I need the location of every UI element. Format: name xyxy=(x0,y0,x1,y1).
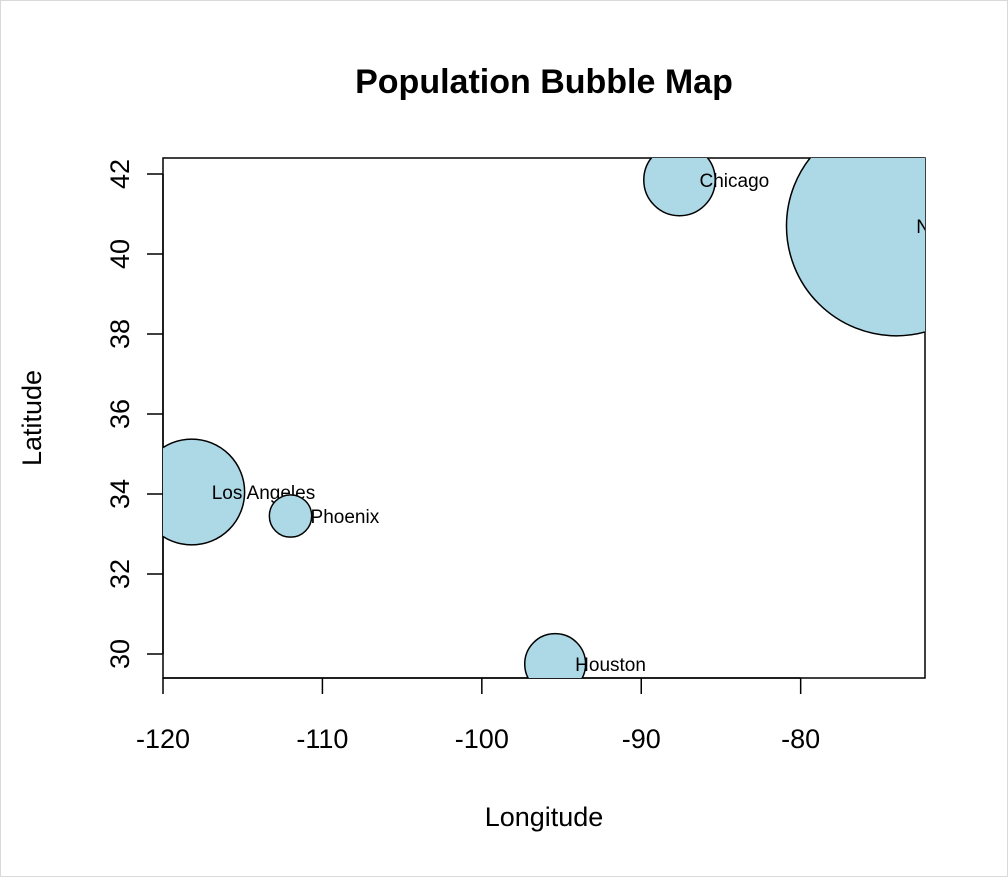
bubble-label: Phoenix xyxy=(311,507,380,528)
y-axis: 30 32 34 36 38 40 42 xyxy=(105,159,164,669)
x-axis: -120 -110 -100 -90 -80 xyxy=(136,677,820,754)
y-tick-label: 42 xyxy=(105,159,135,189)
y-tick-label: 36 xyxy=(105,399,135,429)
bubble xyxy=(163,438,246,546)
bubble xyxy=(643,158,716,217)
x-tick-label: -110 xyxy=(296,724,348,754)
y-axis-title: Latitude xyxy=(17,370,47,466)
x-tick-label: -90 xyxy=(622,724,661,754)
bubble-label: New York xyxy=(916,217,997,238)
x-tick-label: -120 xyxy=(136,724,190,754)
x-tick-label: -80 xyxy=(781,724,820,754)
y-tick-label: 32 xyxy=(105,559,135,589)
bubble xyxy=(785,158,925,337)
bubble xyxy=(268,494,313,538)
bubble-label: Chicago xyxy=(700,171,770,192)
bubble xyxy=(523,632,587,678)
y-tick-label: 40 xyxy=(105,239,135,269)
y-tick-label: 34 xyxy=(105,479,135,509)
x-axis-title: Longitude xyxy=(485,802,604,832)
y-tick-label: 38 xyxy=(105,319,135,349)
y-tick-label: 30 xyxy=(105,639,135,669)
x-tick-label: -100 xyxy=(455,724,509,754)
chart-title: Population Bubble Map xyxy=(355,63,733,101)
bubble-label: Houston xyxy=(575,655,646,676)
